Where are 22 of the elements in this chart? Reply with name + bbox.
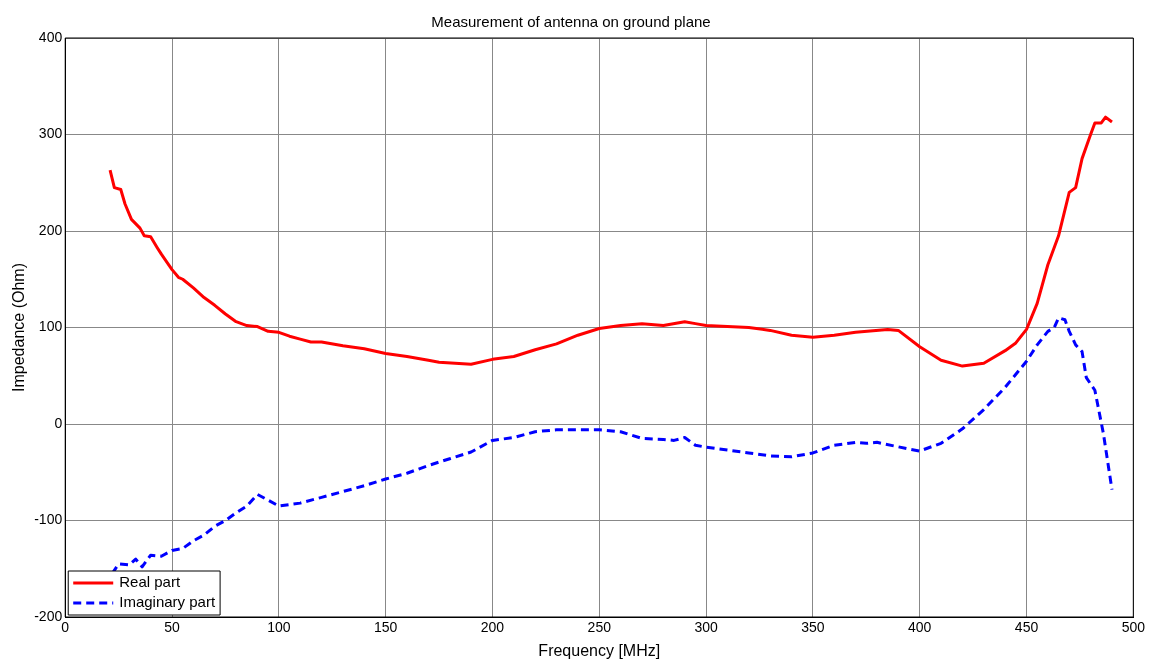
x-tick-label: 100 xyxy=(267,619,291,636)
x-axis-title: Frequency [MHz] xyxy=(538,641,661,659)
legend-label: Real part xyxy=(119,573,181,591)
x-tick-label: 250 xyxy=(587,619,612,636)
y-tick-label: 300 xyxy=(38,125,63,142)
y-tick-label: 400 xyxy=(38,28,63,45)
legend-label: Imaginary part xyxy=(119,593,216,611)
x-tick-label: 300 xyxy=(694,619,718,636)
x-tick-label: 400 xyxy=(908,619,932,636)
x-tick-label: 200 xyxy=(480,619,505,636)
y-tick-label: 200 xyxy=(38,221,63,238)
y-tick-label: -100 xyxy=(34,511,63,528)
y-axis-title: Impedance (Ohm) xyxy=(10,263,28,392)
x-tick-label: 150 xyxy=(373,619,398,636)
y-tick-label: 0 xyxy=(54,414,63,431)
y-tick-label: 100 xyxy=(38,318,63,335)
x-tick-label: 50 xyxy=(164,619,181,636)
x-tick-label: 500 xyxy=(1121,619,1146,636)
x-tick-label: 450 xyxy=(1014,619,1039,636)
x-tick-label: 350 xyxy=(801,619,825,636)
y-tick-label: -200 xyxy=(34,607,63,624)
chart-title: Measurement of antenna on ground plane xyxy=(431,13,711,31)
